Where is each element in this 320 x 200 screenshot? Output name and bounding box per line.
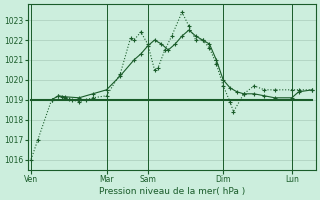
X-axis label: Pression niveau de la mer( hPa ): Pression niveau de la mer( hPa ) <box>99 187 245 196</box>
